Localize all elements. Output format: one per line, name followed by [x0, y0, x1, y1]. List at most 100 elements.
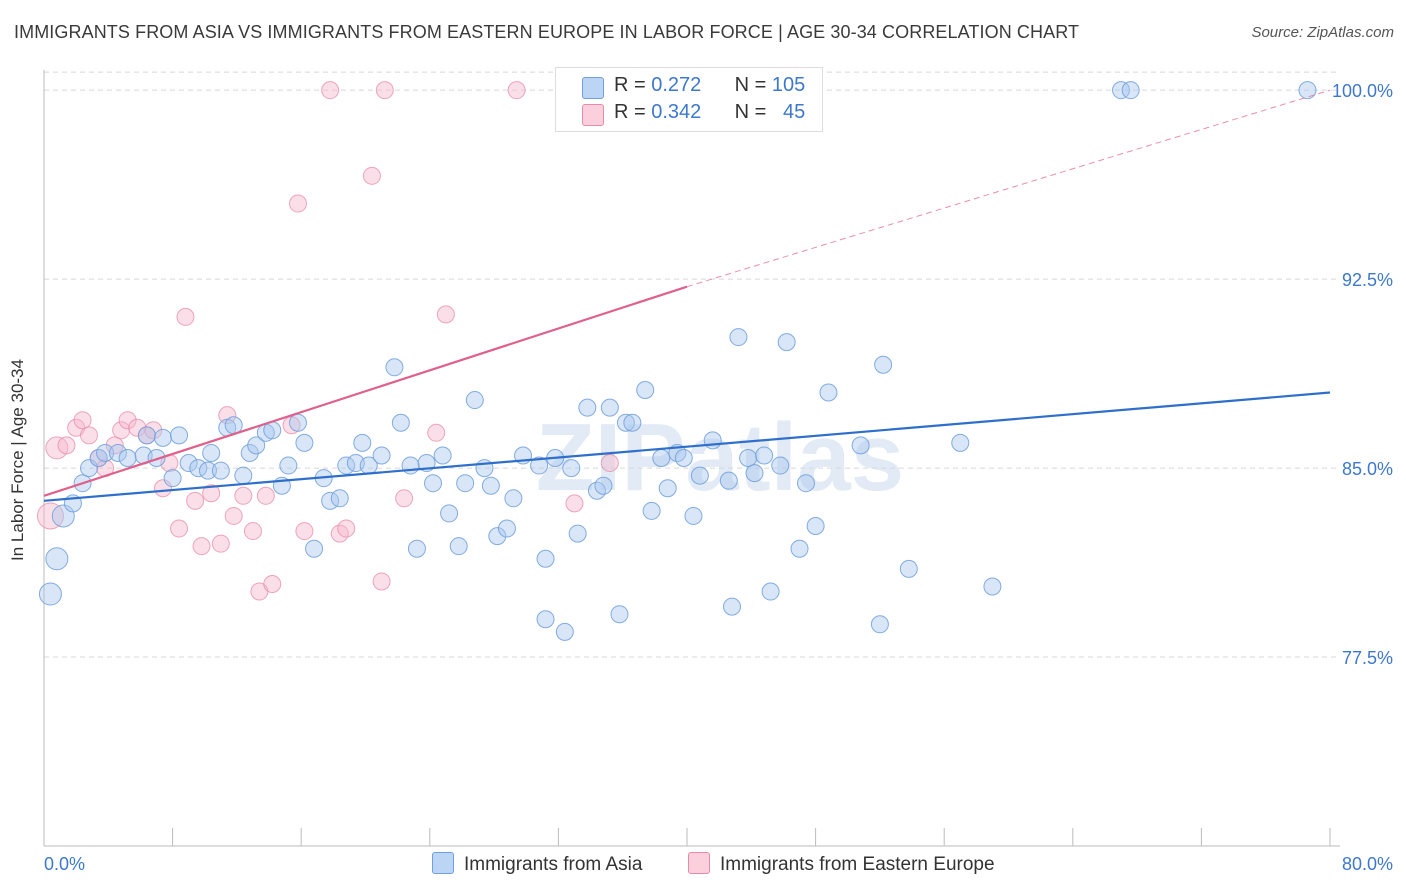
europe-point [118, 411, 137, 430]
europe-point [45, 436, 69, 460]
asia-point [488, 527, 507, 546]
europe-point [362, 166, 381, 185]
asia-point [45, 547, 69, 571]
europe-point [186, 491, 205, 510]
asia-point [38, 582, 62, 606]
europe-point [243, 522, 262, 541]
europe-point [57, 436, 76, 455]
source-label: Source: ZipAtlas.com [1251, 24, 1394, 41]
europe-point [375, 81, 394, 100]
asia-point [729, 328, 748, 347]
europe-point [170, 519, 189, 538]
asia-point [80, 459, 99, 478]
asia-point [761, 582, 780, 601]
asia-points [38, 81, 1317, 641]
asia-point [202, 443, 221, 462]
y-tick-label: 100.0% [1332, 81, 1393, 101]
europe-point [153, 479, 172, 498]
asia-point [851, 436, 870, 455]
asia-point [899, 559, 918, 578]
europe-point [321, 81, 340, 100]
asia-point [240, 443, 259, 462]
europe-point [372, 572, 391, 591]
asia-point [555, 622, 574, 641]
axes [43, 70, 1340, 847]
asia-point [870, 615, 889, 634]
asia-point [305, 539, 324, 558]
asia-point [777, 333, 796, 352]
europe-point [263, 574, 282, 593]
bottom-legend-asia: Immigrants from Asia [432, 852, 642, 876]
europe-swatch [582, 104, 604, 126]
asia-point [481, 476, 500, 495]
asia-point [642, 501, 661, 520]
europe-point [218, 406, 237, 425]
europe-point [128, 418, 147, 437]
asia-point [806, 517, 825, 536]
bottom-europe-label: Immigrants from Eastern Europe [720, 854, 995, 875]
asia-point [137, 426, 156, 445]
bottom-asia-swatch [432, 852, 454, 874]
asia-point [874, 355, 893, 374]
asia-r-label: R = [614, 74, 646, 96]
asia-point [465, 391, 484, 410]
asia-point [616, 413, 635, 432]
europe-point [288, 194, 307, 213]
grid-lines [44, 71, 1340, 658]
x-tick-label: 0.0% [44, 854, 85, 874]
europe-point [202, 484, 221, 503]
asia-point [504, 489, 523, 508]
asia-point [497, 519, 516, 538]
y-tick-label: 92.5% [1342, 270, 1393, 290]
asia-point [1298, 81, 1317, 100]
europe-point [565, 494, 584, 513]
asia-point [449, 537, 468, 556]
asia-point [179, 454, 198, 473]
asia-n-value: 105 [771, 74, 806, 96]
europe-n-label: N = [734, 101, 767, 123]
asia-point [568, 524, 587, 543]
asia-point [211, 461, 230, 480]
asia-point [108, 443, 127, 462]
europe-r-value: 0.342 [651, 101, 702, 123]
asia-point [279, 456, 298, 475]
europe-trend-line [43, 285, 688, 497]
asia-point [723, 597, 742, 616]
asia-point [623, 413, 642, 432]
asia-trend-line [43, 391, 1331, 502]
asia-point [690, 466, 709, 485]
asia-point [771, 456, 790, 475]
asia-point [755, 446, 774, 465]
asia-point [170, 426, 189, 445]
asia-point [424, 474, 443, 493]
asia-point [234, 466, 253, 485]
asia-point [391, 413, 410, 432]
asia-n-label: N = [734, 74, 767, 96]
asia-point [1121, 81, 1140, 100]
asia-point [684, 506, 703, 525]
europe-point [436, 305, 455, 324]
asia-point [703, 431, 722, 450]
asia-point [118, 449, 137, 467]
europe-point [224, 506, 243, 525]
asia-swatch [582, 77, 604, 99]
asia-point [536, 549, 555, 568]
asia-r-value: 0.272 [651, 74, 702, 96]
asia-point [385, 358, 404, 377]
asia-point [153, 428, 172, 447]
europe-point [192, 537, 211, 556]
asia-point [96, 443, 115, 462]
europe-point [112, 421, 131, 440]
y-axis-label: In Labor Force | Age 30-34 [8, 359, 27, 561]
tick-labels: 77.5% 85.0% 92.5% 100.0% 0.0% 80.0% [44, 81, 1393, 874]
europe-point [337, 519, 356, 538]
asia-point [719, 471, 738, 490]
asia-point [198, 461, 217, 480]
asia-point [163, 469, 182, 488]
europe-r-label: R = [614, 101, 646, 123]
asia-point [288, 413, 307, 432]
trend-lines [43, 89, 1331, 502]
asia-point [951, 433, 970, 452]
asia-point [407, 539, 426, 558]
